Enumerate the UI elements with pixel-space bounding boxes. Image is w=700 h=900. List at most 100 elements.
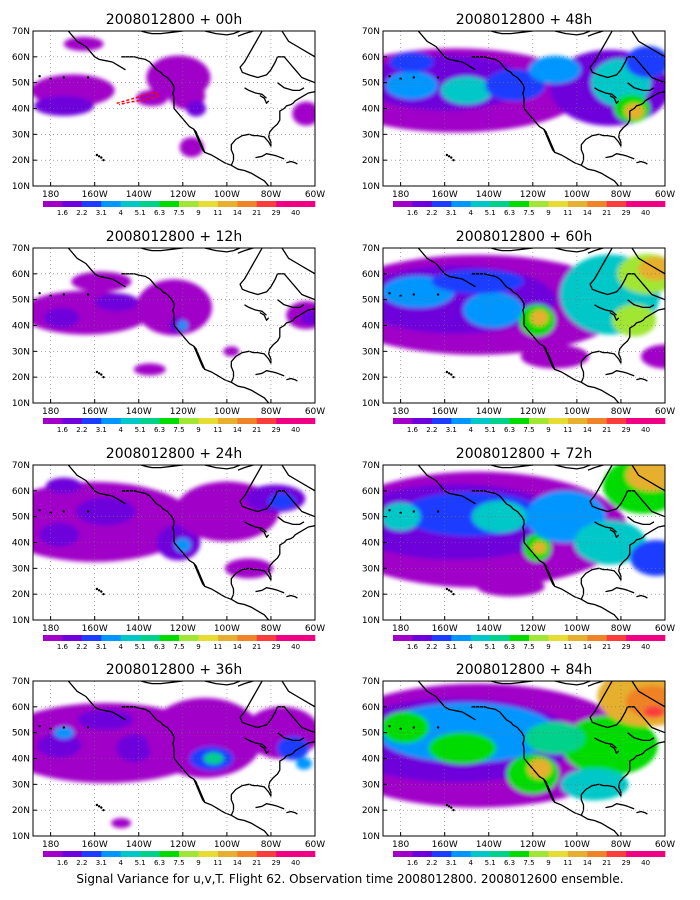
lon-tick-label: 100W [214,190,240,200]
lat-tick-label: 20N [12,806,30,816]
lat-tick-label: 40N [12,322,30,332]
coast-line [589,248,665,301]
coast-line [417,248,476,288]
coast-line [286,160,298,165]
lon-tick-label: 120W [170,840,196,850]
coast-line [286,377,298,382]
colorbar-swatch [43,851,63,857]
colorbar-label: 5.1 [485,643,496,651]
colorbar-label: 1.6 [57,426,69,434]
colorbar-label: 5.1 [485,426,496,434]
colorbar-label: 21 [602,426,611,434]
colorbar-label: 3.1 [96,209,107,217]
coast-line [277,732,305,742]
colorbar-swatch [62,201,83,207]
island [436,76,440,79]
coast-line [594,737,617,749]
map-panel-0h: 2008012800 + 00h 70N 60N 50N 40N 30N 20N 10N 180… [12,12,325,217]
colorbar-swatch [509,851,530,857]
colorbar-swatch [587,201,608,207]
island [450,590,453,593]
coast-line [631,465,665,492]
island [100,373,103,376]
colorbar-swatch [470,851,491,857]
colorbar-label: 2.2 [76,643,87,651]
lat-tick-label: 40N [362,539,380,549]
colorbar-swatch [393,201,413,207]
lat-tick-label: 30N [362,780,380,790]
lon-tick-label: 140W [126,624,152,634]
lat-tick-label: 20N [362,806,380,816]
coastline [38,248,315,403]
colorbar-label: 14 [583,643,592,651]
variance-contour [389,52,434,72]
colorbar-swatch [198,851,219,857]
colorbar-swatch [431,851,452,857]
island [97,589,101,592]
lat-tick-label: 40N [12,755,30,765]
island [450,806,453,809]
lon-tick-label: 80W [261,190,281,200]
lat-tick-label: 60N [12,487,30,497]
lat-tick-label: 60N [362,703,380,713]
coast-line [490,248,533,252]
colorbar-swatch [451,418,472,424]
colorbar-label: 3.1 [446,209,457,217]
variance-contour [612,304,657,337]
colorbar-label: 9 [196,426,200,434]
island [447,372,451,375]
colorbar-swatch [256,201,277,207]
map-panel-12h: 2008012800 + 12h 70N 60N 50N 40N 30N 20N 10N 180… [12,229,325,434]
colorbar-label: 21 [602,859,611,867]
colorbar-swatch [606,851,627,857]
variance-contour [94,293,139,312]
coast-line [244,521,267,533]
coast-line [543,128,556,153]
colorbar-swatch [120,851,141,857]
colorbar-swatch [101,635,122,641]
coast-line [67,31,126,71]
lat-tick-label: 60N [12,703,30,713]
island [388,292,391,295]
island [412,510,416,513]
map-area [383,465,665,620]
island [388,725,391,728]
coast-line [490,465,533,469]
coast-line [627,732,655,742]
variance-contour [532,541,547,554]
variance-contour [37,733,82,758]
coast-line [554,248,591,253]
variance-contour [146,697,263,778]
colorbar-label: 11 [563,643,572,651]
colorbar-label: 40 [291,426,300,434]
colorbar-label: 1.6 [57,209,69,217]
coast-line [471,706,620,836]
colorbar-label: 14 [583,209,592,217]
colorbar-swatch [587,418,608,424]
lat-tick-label: 50N [12,296,30,306]
colorbar-swatch [412,851,433,857]
coast-line [580,308,665,383]
island [49,727,52,730]
variance-contour [573,520,646,565]
coast-line [204,681,241,686]
colorbar-label: 29 [622,859,631,867]
colorbar-swatch [509,418,530,424]
colorbar-swatch [159,851,180,857]
island [38,509,41,512]
variance-contour [77,709,134,730]
island [102,158,105,162]
colorbar-swatch [237,201,258,207]
colorbar-swatch [490,635,510,641]
coast-line [237,248,254,254]
coastline [388,31,665,186]
lon-tick-label: 80W [611,840,631,850]
colorbar-label: 4 [468,859,473,867]
colorbar-swatch [140,851,160,857]
island [436,293,440,296]
lon-tick-label: 160W [432,624,458,634]
lat-tick-label: 20N [12,156,30,166]
coast-line [281,31,315,58]
coastline [38,465,315,620]
lat-tick-label: 30N [362,130,380,140]
